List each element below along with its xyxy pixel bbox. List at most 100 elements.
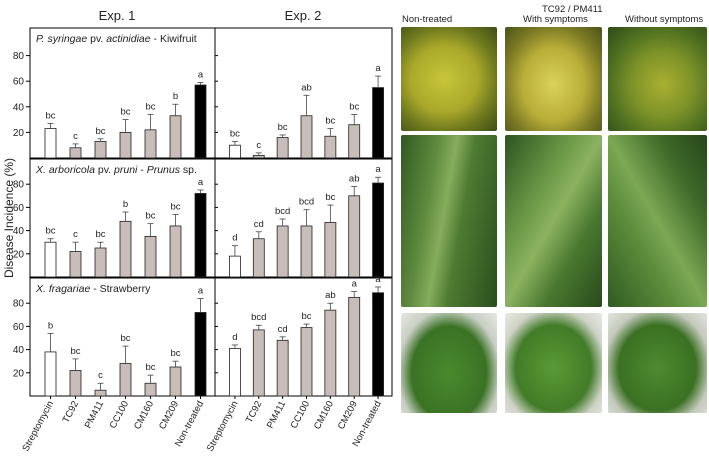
prunus-without-symptoms-photo [608, 135, 707, 307]
significance-letter-exp1-1-2: bc [95, 229, 105, 240]
significance-letter-exp1-0-2: bc [95, 126, 105, 137]
significance-letter-exp2-2-6: a [375, 274, 381, 285]
significance-letter-exp2-1-0: d [232, 233, 237, 244]
x-tick-label-exp2-1: TC92 [244, 399, 265, 425]
significance-letter-exp1-1-4: bc [145, 211, 155, 222]
significance-letter-exp2-0-6: a [375, 63, 381, 74]
x-tick-label-exp2-3: CC100 [289, 399, 313, 430]
significance-letter-exp2-1-2: bcd [275, 206, 290, 217]
kiwifruit-without-symptoms-photo [608, 27, 707, 131]
significance-letter-exp2-2-2: cd [278, 324, 288, 335]
bar-exp1-1-6 [194, 193, 207, 278]
bar-exp1-2-5 [169, 366, 182, 397]
bar-exp2-1-2 [276, 225, 289, 278]
significance-letter-exp1-2-2: c [98, 370, 103, 381]
bar-exp1-0-3 [119, 131, 132, 159]
bar-exp1-2-1 [69, 370, 82, 397]
significance-letter-exp2-1-1: cd [254, 219, 264, 230]
significance-letter-exp1-2-6: a [198, 286, 204, 297]
y-tick-label-0-20: 20 [13, 128, 25, 139]
significance-letter-exp2-0-4: bc [325, 116, 335, 127]
significance-letter-exp1-2-3: bc [120, 333, 130, 344]
prunus-non-treated-photo [401, 135, 497, 307]
significance-letter-exp1-1-3: b [123, 199, 128, 210]
exp2-header: Exp. 2 [285, 8, 322, 23]
significance-letter-exp2-0-0: bc [230, 128, 240, 139]
bar-exp2-0-2 [276, 137, 289, 159]
y-tick-label-1-80: 80 [13, 180, 25, 191]
significance-letter-exp1-0-1: c [73, 131, 78, 142]
bar-exp1-2-3 [119, 363, 132, 397]
bar-exp1-0-4 [144, 129, 157, 159]
bar-exp2-0-1 [252, 155, 265, 159]
photo-col-without-symptoms: Without symptoms [625, 14, 704, 25]
y-tick-label-2-20: 20 [13, 368, 25, 379]
bar-exp2-0-5 [348, 124, 361, 159]
y-tick-label-2-60: 60 [13, 322, 25, 333]
bar-exp2-0-3 [300, 115, 313, 159]
panel-title-0: P. syringae pv. actinidiae - Kiwifruit [36, 33, 197, 45]
bar-exp1-2-4 [144, 382, 157, 397]
kiwifruit-with-symptoms-photo [505, 27, 602, 131]
y-tick-label-0-60: 60 [13, 77, 25, 88]
y-tick-label-1-20: 20 [13, 249, 25, 260]
significance-letter-exp1-0-6: a [198, 69, 204, 80]
bar-exp1-1-4 [144, 235, 157, 278]
significance-letter-exp2-1-6: a [375, 164, 381, 175]
significance-letter-exp1-0-0: bc [45, 110, 55, 121]
significance-letter-exp2-1-4: bc [325, 192, 335, 203]
panel-title-2: X. fragariae - Strawberry [35, 283, 151, 295]
significance-letter-exp1-1-0: bc [45, 226, 55, 237]
bar-exp2-2-4 [324, 309, 337, 397]
x-tick-label-exp1-4: CM160 [132, 399, 156, 431]
y-tick-label-2-80: 80 [13, 299, 25, 310]
bar-exp2-1-4 [324, 222, 337, 278]
significance-letter-exp2-2-1: bcd [251, 312, 266, 323]
significance-letter-exp1-2-1: bc [70, 346, 80, 357]
x-tick-label-exp2-0: Streptomycin [205, 399, 241, 453]
bar-exp2-2-6 [372, 292, 384, 397]
bar-exp1-1-5 [169, 225, 182, 278]
bar-exp1-1-2 [94, 247, 107, 278]
bar-exp1-0-6 [194, 84, 207, 159]
panel-title-1: X. arboricola pv. pruni - Prunus sp. [35, 164, 197, 176]
bar-exp1-1-3 [119, 220, 132, 278]
strawberry-with-symptoms-photo [505, 313, 602, 413]
bar-exp2-2-1 [252, 329, 265, 397]
significance-letter-exp1-1-5: bc [170, 201, 180, 212]
y-tick-label-1-40: 40 [13, 226, 25, 237]
y-tick-label-0-40: 40 [13, 102, 25, 113]
significance-letter-exp2-0-5: bc [349, 101, 359, 112]
significance-letter-exp1-2-5: bc [170, 348, 180, 359]
bar-exp1-1-1 [69, 251, 82, 278]
significance-letter-exp1-1-1: c [73, 229, 78, 240]
significance-letter-exp2-0-1: c [256, 140, 261, 151]
x-tick-label-exp1-3: CC100 [108, 399, 132, 430]
bar-exp1-0-2 [94, 140, 107, 159]
bar-exp2-0-6 [372, 87, 384, 159]
x-tick-label-exp1-1: TC92 [61, 399, 82, 425]
bar-exp2-0-4 [324, 135, 337, 159]
bar-exp1-2-2 [94, 389, 107, 397]
bar-exp1-0-0 [44, 128, 57, 159]
kiwifruit-non-treated-photo [401, 27, 497, 131]
strawberry-without-symptoms-photo [608, 313, 707, 413]
photo-col-with-symptoms: With symptoms [523, 14, 588, 25]
x-tick-label-exp2-5: CM209 [336, 399, 360, 431]
x-tick-label-exp1-5: CM209 [157, 399, 181, 431]
y-tick-label-1-60: 60 [13, 203, 25, 214]
bar-exp1-2-6 [194, 312, 207, 397]
significance-letter-exp1-0-3: bc [120, 107, 130, 118]
strawberry-non-treated-photo [401, 313, 497, 413]
bar-exp2-1-3 [300, 225, 313, 278]
significance-letter-exp1-0-5: b [173, 91, 178, 102]
prunus-with-symptoms-photo [505, 135, 602, 307]
y-tick-label-2-40: 40 [13, 345, 25, 356]
bar-exp2-1-6 [372, 182, 384, 278]
bar-exp2-0-0 [229, 144, 241, 159]
x-tick-label-exp2-2: PM411 [265, 399, 289, 430]
photo-col-non-treated: Non-treated [402, 14, 453, 25]
bar-exp1-2-0 [44, 351, 57, 397]
significance-letter-exp1-2-0: b [48, 320, 53, 331]
y-axis-label: Disease Incidence (%) [2, 158, 16, 278]
